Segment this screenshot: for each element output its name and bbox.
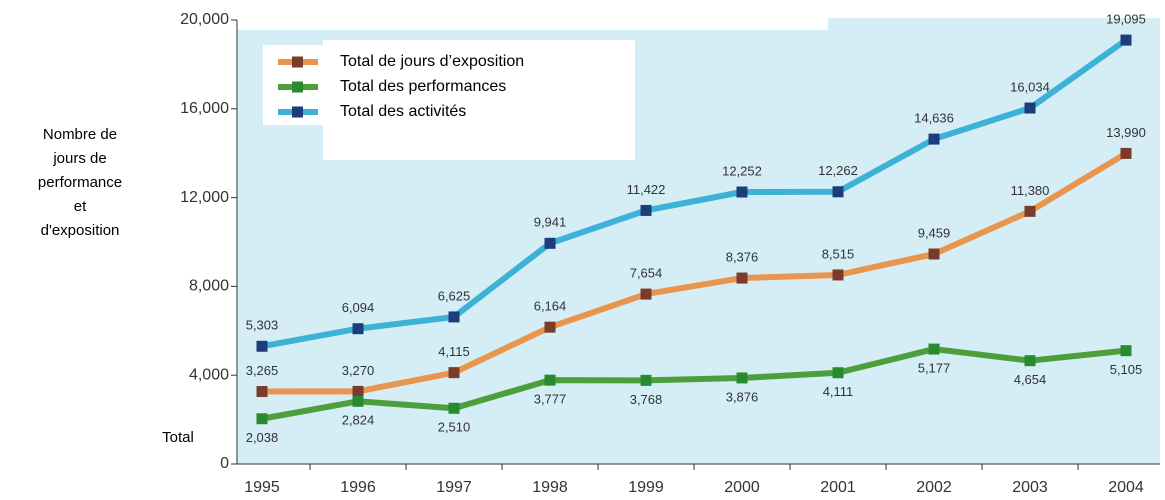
data-label: 3,265: [246, 363, 279, 378]
data-label: 7,654: [630, 266, 663, 281]
data-label: 3,876: [726, 389, 759, 404]
legend-marker: [292, 56, 303, 68]
data-point: [256, 386, 268, 398]
data-point: [640, 374, 652, 386]
data-point: [736, 186, 748, 198]
x-tick-label: 2002: [916, 479, 952, 496]
legend-marker: [292, 106, 303, 118]
data-label: 2,824: [342, 413, 375, 428]
y-axis-label: performance: [38, 174, 122, 191]
data-label: 9,459: [918, 225, 951, 240]
data-label: 9,941: [534, 215, 567, 230]
x-tick-label: 1995: [244, 479, 280, 496]
data-label: 5,303: [246, 318, 279, 333]
data-label: 3,777: [534, 392, 567, 407]
x-tick-label: 1997: [436, 479, 472, 496]
data-point: [1120, 345, 1132, 357]
data-label: 8,376: [726, 249, 759, 264]
data-point: [352, 323, 364, 335]
data-label: 6,625: [438, 288, 471, 303]
x-tick-label: 1998: [532, 479, 568, 496]
data-point: [1120, 147, 1132, 159]
data-point: [1024, 102, 1036, 114]
data-label: 3,768: [630, 392, 663, 407]
data-point: [448, 311, 460, 323]
data-label: 8,515: [822, 246, 855, 261]
y-tick-label: 12,000: [180, 189, 229, 206]
y-axis-label: jours de: [52, 150, 106, 167]
data-label: 19,095: [1106, 12, 1146, 27]
data-label: 5,177: [918, 361, 951, 376]
data-point: [832, 269, 844, 281]
data-label: 5,105: [1110, 362, 1143, 377]
data-label: 3,270: [342, 363, 375, 378]
data-point: [832, 186, 844, 198]
legend-label: Total des activités: [340, 103, 466, 120]
series-line: [261, 346, 1127, 422]
data-label: 2,510: [438, 420, 471, 435]
data-label: 13,990: [1106, 125, 1146, 140]
data-label: 6,094: [342, 300, 375, 315]
data-point: [256, 413, 268, 425]
data-label: 11,380: [1011, 183, 1050, 198]
data-point: [832, 367, 844, 379]
x-tick-label: 2003: [1012, 479, 1048, 496]
x-tick-label: 2000: [724, 479, 760, 496]
y-axis-label: et: [74, 198, 87, 215]
data-point: [928, 343, 940, 355]
data-point: [640, 288, 652, 300]
data-label: 12,252: [722, 163, 762, 178]
data-point: [736, 272, 748, 284]
data-label: 16,034: [1010, 79, 1050, 94]
data-point: [1024, 355, 1036, 367]
data-point: [544, 374, 556, 386]
data-point: [448, 367, 460, 379]
series-line: [261, 37, 1128, 350]
data-label: 6,164: [534, 299, 567, 314]
data-label: 14,636: [914, 111, 954, 126]
data-point: [928, 248, 940, 260]
y-tick-label: 8,000: [189, 278, 229, 295]
plot-background: [828, 18, 1160, 38]
data-point: [1120, 34, 1132, 46]
y-axis-label: d'exposition: [41, 222, 120, 239]
x-tick-label: 2004: [1108, 479, 1144, 496]
data-label: 4,115: [438, 344, 470, 359]
annotation: Total: [162, 429, 194, 446]
legend-box: [323, 40, 635, 160]
x-tick-label: 1996: [340, 479, 376, 496]
data-point: [256, 340, 268, 352]
legend-label: Total des performances: [340, 78, 506, 95]
y-tick-label: 0: [220, 455, 229, 472]
data-point: [544, 321, 556, 333]
data-point: [352, 395, 364, 407]
y-tick-label: 16,000: [180, 100, 229, 117]
x-tick-label: 2001: [820, 479, 856, 496]
data-point: [736, 372, 748, 384]
data-point: [1024, 205, 1036, 217]
data-label: 12,262: [818, 163, 858, 178]
data-point: [544, 237, 556, 249]
data-point: [352, 385, 364, 397]
data-label: 11,422: [627, 182, 666, 197]
data-label: 4,654: [1014, 372, 1047, 387]
data-point: [448, 402, 460, 414]
data-point: [640, 204, 652, 216]
data-label: 4,111: [823, 384, 854, 399]
y-tick-label: 20,000: [180, 11, 229, 28]
y-axis-label: Nombre de: [43, 126, 117, 143]
data-label: 2,038: [246, 430, 279, 445]
y-tick-label: 4,000: [189, 366, 229, 383]
series-line: [261, 150, 1128, 395]
legend-label: Total de jours d’exposition: [340, 53, 524, 70]
x-tick-label: 1999: [628, 479, 664, 496]
data-point: [928, 133, 940, 145]
legend-marker: [292, 81, 303, 93]
